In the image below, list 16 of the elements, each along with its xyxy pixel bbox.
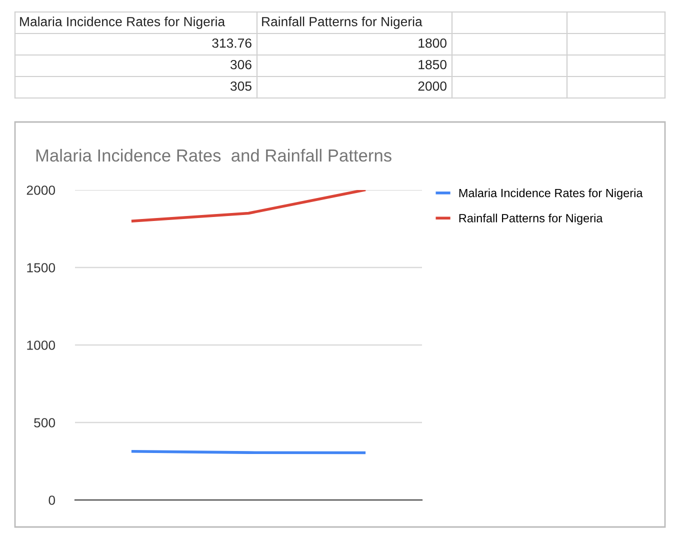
text: 1800 [418,38,446,48]
text: Rainfall Patterns for Nigeria [262,16,422,29]
text: 306 [230,60,252,70]
y-tick-label: 0 [48,496,56,505]
y-tick-label: 1500 [27,263,56,272]
legend-label: Rainfall Patterns for Nigeria [459,214,603,225]
y-tick-label: 1000 [27,340,56,350]
text: 1850 [418,60,446,70]
text: 2000 [418,81,446,91]
text: Malaria Incidence Rates for Nigeria [20,16,226,29]
y-tick-label: 500 [34,418,56,428]
text: 313.76 [212,38,252,48]
legend-label: Malaria Incidence Rates for Nigeria [459,188,643,200]
text: 305 [230,81,252,91]
y-tick-label: 2000 [26,186,56,195]
chart-title: Malaria Incidence Rates and Rainfall Patterns [36,148,392,162]
